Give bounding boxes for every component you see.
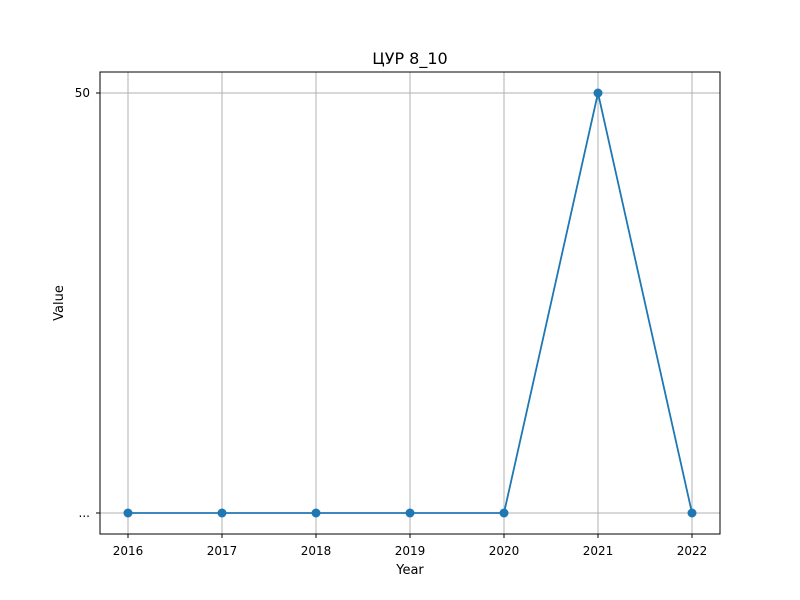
data-point-2016: [123, 508, 133, 518]
x-tick-label-2018: 2018: [301, 544, 332, 558]
data-point-2021: [593, 88, 603, 98]
x-tick-label-2022: 2022: [677, 544, 708, 558]
axis-ticks: 2016 2017 2018 2019 2020 2021 2022... 50: [75, 86, 708, 558]
x-tick-label-2021: 2021: [583, 544, 614, 558]
series-layer: [123, 88, 697, 518]
data-point-2019: [405, 508, 415, 518]
x-tick-label-2017: 2017: [207, 544, 238, 558]
chart-title: ЦУР 8_10: [372, 49, 447, 69]
x-tick-label-2016: 2016: [113, 544, 144, 558]
data-point-2018: [311, 508, 321, 518]
data-point-2017: [217, 508, 227, 518]
y-tick-label-1: 50: [75, 86, 90, 100]
y-axis-label: Value: [52, 285, 67, 321]
x-axis-label: Year: [395, 563, 424, 578]
x-tick-label-2019: 2019: [395, 544, 426, 558]
data-point-2022: [687, 508, 697, 518]
data-point-2020: [499, 508, 509, 518]
x-tick-label-2020: 2020: [489, 544, 520, 558]
y-tick-label-0: ...: [79, 506, 90, 520]
grid-lines: [100, 72, 720, 534]
